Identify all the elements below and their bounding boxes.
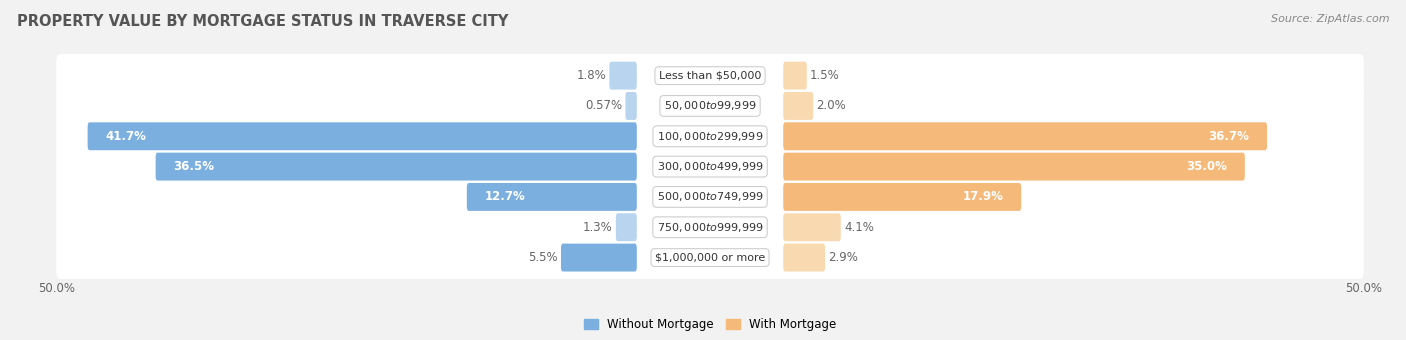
FancyBboxPatch shape	[783, 153, 1244, 181]
Text: 4.1%: 4.1%	[844, 221, 875, 234]
Text: 2.0%: 2.0%	[817, 100, 846, 113]
FancyBboxPatch shape	[56, 115, 1364, 158]
Text: $750,000 to $999,999: $750,000 to $999,999	[657, 221, 763, 234]
FancyBboxPatch shape	[609, 62, 637, 89]
FancyBboxPatch shape	[56, 236, 1364, 279]
FancyBboxPatch shape	[783, 122, 1267, 150]
Text: 1.5%: 1.5%	[810, 69, 839, 82]
Text: 5.5%: 5.5%	[529, 251, 558, 264]
Text: $50,000 to $99,999: $50,000 to $99,999	[664, 100, 756, 113]
Legend: Without Mortgage, With Mortgage: Without Mortgage, With Mortgage	[579, 313, 841, 336]
Text: 35.0%: 35.0%	[1187, 160, 1227, 173]
FancyBboxPatch shape	[56, 145, 1364, 188]
FancyBboxPatch shape	[783, 183, 1021, 211]
Text: 1.8%: 1.8%	[576, 69, 606, 82]
FancyBboxPatch shape	[783, 244, 825, 272]
FancyBboxPatch shape	[783, 62, 807, 89]
Text: 17.9%: 17.9%	[963, 190, 1004, 203]
FancyBboxPatch shape	[56, 54, 1364, 97]
Text: 36.7%: 36.7%	[1209, 130, 1250, 143]
Text: Source: ZipAtlas.com: Source: ZipAtlas.com	[1271, 14, 1389, 23]
FancyBboxPatch shape	[467, 183, 637, 211]
Text: $300,000 to $499,999: $300,000 to $499,999	[657, 160, 763, 173]
FancyBboxPatch shape	[56, 175, 1364, 219]
FancyBboxPatch shape	[783, 92, 813, 120]
Text: 41.7%: 41.7%	[105, 130, 146, 143]
Text: 2.9%: 2.9%	[828, 251, 858, 264]
FancyBboxPatch shape	[626, 92, 637, 120]
Text: 12.7%: 12.7%	[485, 190, 526, 203]
FancyBboxPatch shape	[156, 153, 637, 181]
Text: $100,000 to $299,999: $100,000 to $299,999	[657, 130, 763, 143]
Text: 0.57%: 0.57%	[585, 100, 623, 113]
Text: 1.3%: 1.3%	[583, 221, 613, 234]
FancyBboxPatch shape	[783, 213, 841, 241]
Text: $1,000,000 or more: $1,000,000 or more	[655, 253, 765, 262]
FancyBboxPatch shape	[56, 84, 1364, 128]
FancyBboxPatch shape	[87, 122, 637, 150]
FancyBboxPatch shape	[561, 244, 637, 272]
FancyBboxPatch shape	[56, 206, 1364, 249]
Text: $500,000 to $749,999: $500,000 to $749,999	[657, 190, 763, 203]
Text: 36.5%: 36.5%	[173, 160, 214, 173]
Text: Less than $50,000: Less than $50,000	[659, 71, 761, 81]
Text: PROPERTY VALUE BY MORTGAGE STATUS IN TRAVERSE CITY: PROPERTY VALUE BY MORTGAGE STATUS IN TRA…	[17, 14, 508, 29]
FancyBboxPatch shape	[616, 213, 637, 241]
